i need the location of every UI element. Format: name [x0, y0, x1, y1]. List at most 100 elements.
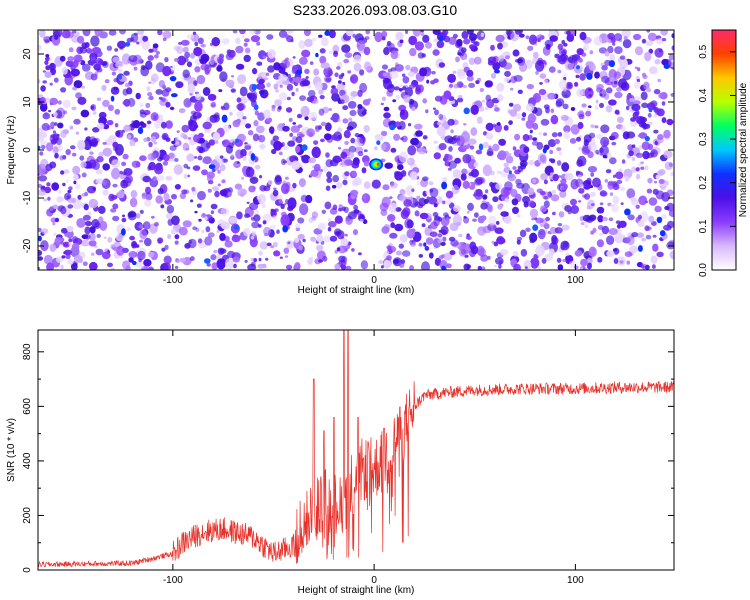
heatmap-cell [525, 227, 531, 232]
heatmap-cell [588, 246, 597, 258]
heatmap-cell [416, 181, 420, 185]
heatmap-cell [419, 212, 429, 220]
heatmap-cell [415, 130, 423, 137]
heatmap-cell [500, 187, 510, 198]
heatmap-cell [160, 204, 165, 209]
heatmap-cell [535, 70, 539, 75]
heatmap-cell [448, 146, 453, 152]
heatmap-cell [422, 135, 428, 140]
heatmap-cell [633, 100, 641, 105]
heatmap-cell [565, 252, 570, 257]
heatmap-cell [111, 159, 121, 169]
heatmap-cell [418, 254, 423, 258]
heatmap-cell [579, 73, 586, 81]
heatmap-cell [636, 232, 645, 238]
heatmap-cell [63, 169, 70, 174]
heatmap-cell [560, 114, 569, 121]
heatmap-cell [114, 48, 119, 52]
heatmap-cell [220, 207, 230, 216]
heatmap-cell [257, 263, 265, 269]
heatmap-cell [631, 156, 636, 161]
heatmap-cell [297, 124, 303, 129]
heatmap-cell [573, 265, 579, 270]
heatmap-cell [532, 224, 539, 231]
heatmap-cell [425, 190, 430, 195]
heatmap-cell [182, 69, 190, 78]
heatmap-cell [38, 235, 42, 242]
heatmap-cell [576, 136, 581, 142]
heatmap-cell [655, 174, 660, 180]
heatmap-cell [181, 189, 188, 195]
heatmap-cell [85, 234, 91, 240]
heatmap-cell [111, 71, 117, 76]
heatmap-cell [54, 122, 58, 126]
heatmap-cell [232, 120, 241, 128]
heatmap-cell [165, 137, 171, 142]
heatmap-cell [235, 37, 241, 45]
heatmap-cell [583, 221, 588, 226]
heatmap-cell [300, 105, 310, 118]
heatmap-cell [354, 177, 362, 186]
heatmap-cell [443, 154, 453, 161]
heatmap-cell [122, 260, 131, 270]
heatmap-cell [167, 234, 172, 240]
heatmap-cell [337, 118, 341, 123]
heatmap-cell [529, 129, 533, 134]
heatmap-cell [627, 144, 634, 151]
heatmap-cell [447, 137, 457, 145]
heatmap-cell [523, 146, 530, 154]
heatmap-cell [265, 257, 269, 261]
heatmap-cell [251, 221, 260, 229]
heatmap-cell [47, 196, 51, 201]
heatmap-cell [638, 195, 648, 206]
heatmap-cell [399, 39, 404, 44]
heatmap-cell [38, 249, 43, 256]
heatmap-cell [275, 80, 284, 86]
heatmap-cell [128, 55, 138, 63]
heatmap-cell [350, 96, 355, 100]
heatmap-cell [196, 74, 206, 85]
heatmap-cell [586, 177, 592, 185]
heatmap-cell [599, 202, 604, 206]
heatmap-cell [503, 162, 509, 168]
heatmap-cell [53, 77, 59, 83]
heatmap-cell [62, 182, 66, 187]
heatmap-cell [351, 170, 357, 177]
heatmap-cell [60, 227, 68, 234]
heatmap-cell [550, 172, 554, 177]
heatmap-cell [661, 214, 667, 220]
heatmap-cell [43, 186, 52, 194]
heatmap-cell [110, 86, 120, 95]
heatmap-cell [612, 42, 616, 46]
heatmap-cell [232, 30, 238, 34]
heatmap-cell [639, 211, 649, 223]
heatmap-cell [475, 80, 480, 85]
heatmap-cell [126, 226, 131, 232]
heatmap-cell [225, 145, 233, 154]
heatmap-cell [597, 215, 604, 223]
heatmap-cell [406, 158, 411, 163]
heatmap-cell [112, 56, 120, 63]
heatmap-cell [343, 130, 351, 139]
heatmap-cell [262, 220, 267, 225]
heatmap-cell [202, 87, 211, 96]
heatmap-cell [299, 95, 307, 101]
heatmap-cell [537, 228, 546, 240]
heatmap-cell [656, 38, 664, 45]
heatmap-cell [542, 45, 551, 56]
heatmap-cell [115, 61, 125, 68]
heatmap-cell [324, 30, 331, 36]
heatmap-cell [381, 36, 386, 41]
heatmap-cell [289, 132, 294, 137]
snr-series-line [38, 330, 674, 568]
heatmap-cell [104, 248, 108, 252]
heatmap-cell [177, 55, 187, 66]
heatmap-cell [445, 217, 450, 222]
heatmap-cell [610, 131, 619, 140]
heatmap-cell [85, 220, 92, 227]
heatmap-cell [274, 99, 282, 107]
heatmap-cell [156, 175, 165, 182]
heatmap-cell [306, 96, 315, 103]
heatmap-cell [94, 30, 103, 37]
heatmap-cell [601, 75, 610, 83]
